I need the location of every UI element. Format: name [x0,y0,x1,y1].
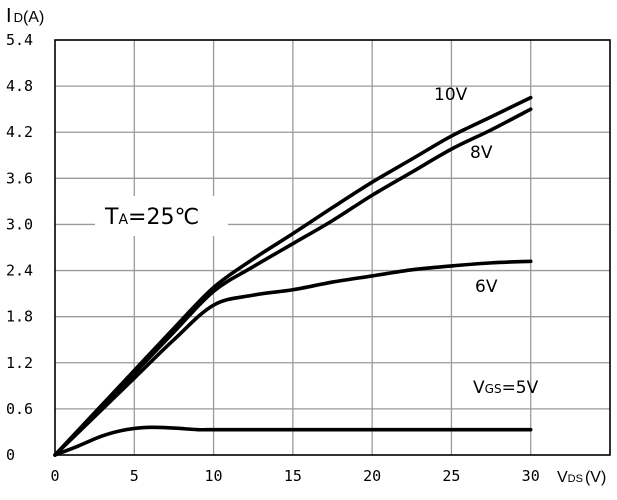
y-tick-label: 3.6 [6,169,33,187]
y-tick-label: 4.2 [6,123,33,141]
temperature-annotation: TA=25℃ [104,205,199,230]
series-label-main: 10V [434,85,468,105]
x-tick-label: 30 [522,467,540,485]
x-axis-title-sub: DS [568,473,583,485]
x-tick-label: 0 [50,467,59,485]
y-axis-title-sub: D [14,10,23,25]
series-label-4: VGS=5V [473,378,539,398]
series-line-4 [53,425,533,457]
annotation-rest: =25℃ [128,205,199,230]
x-tick-label: 10 [205,467,223,485]
series-line-2 [53,107,533,457]
series-label-main: V [473,378,485,398]
y-tick-label: 1.2 [6,354,33,372]
annotation-background [95,196,228,236]
x-tick-label: 25 [442,467,460,485]
y-tick-label: 1.8 [6,308,33,326]
x-axis-title-main: V [557,469,568,486]
annotation-layer: TA=25℃ [95,196,228,236]
series-line-1 [53,95,533,457]
x-axis-title-unit: (V) [585,469,606,486]
series-label-main: 8V [470,143,493,163]
y-tick-label: 2.4 [6,262,33,280]
x-tick-label: 15 [284,467,302,485]
x-tick-label: 5 [130,467,139,485]
annotation-sub: A [118,212,128,228]
y-tick-label: 5.4 [6,31,33,49]
series-label-main: 6V [475,277,498,297]
x-tick-label: 20 [363,467,381,485]
series-label-3: 6V [475,277,498,297]
y-tick-label: 0 [6,446,15,464]
plot-frame [54,39,611,456]
series-layer [53,95,533,457]
ticks-layer: 0 5 10 15 20 25 30 0 0.6 1.2 1.8 2.4 3.0 3.6 4.2 4.8 5.4 [6,31,540,485]
y-axis-title: I D(A) [6,5,44,27]
series-label-1: 10V [434,85,468,105]
y-axis-title-unit: (A) [23,9,44,26]
y-tick-label: 0.6 [6,400,33,418]
series-label-sub: GS [485,382,502,396]
annotation-main: T [104,205,119,230]
y-axis-title-main: I [6,5,12,27]
series-label-rest: =5V [502,378,539,398]
series-line-3 [53,259,533,457]
x-axis-title: VDS (V) [557,469,606,486]
y-tick-label: 3.0 [6,215,33,233]
y-tick-label: 4.8 [6,77,33,95]
axes-layer [54,39,611,456]
series-label-2: 8V [470,143,493,163]
